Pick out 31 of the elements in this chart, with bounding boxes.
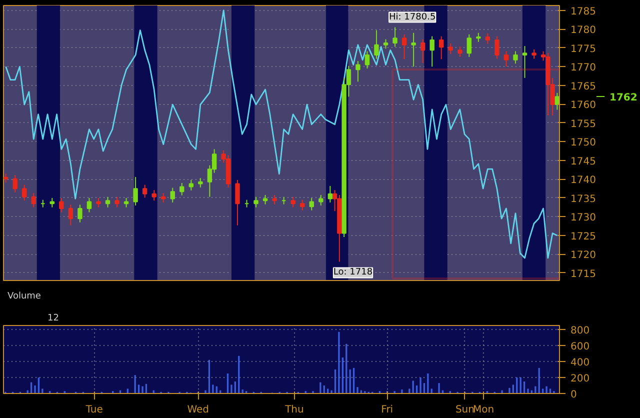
y-tick-label: 1760 — [570, 100, 596, 112]
y-tick-label: 1730 — [570, 212, 596, 224]
y-tick-label: 1780 — [570, 25, 596, 36]
x-tick-label: Thu — [284, 404, 304, 416]
y-tick-label: 1775 — [570, 44, 596, 55]
y-tick-label: 1770 — [570, 62, 596, 74]
y-tick-label: 400 — [570, 358, 590, 368]
y-tick-label: 1765 — [570, 81, 596, 92]
y-tick-label: 1720 — [570, 250, 596, 262]
y-tick-label: 1750 — [570, 138, 596, 149]
annotation: Hi: 1780.5 — [389, 12, 436, 22]
y-tick-label: 200 — [570, 374, 590, 384]
y-tick-label: 1735 — [570, 194, 596, 205]
y-tick-label: 600 — [570, 342, 590, 352]
x-tick-label: Mon — [472, 404, 494, 416]
y-tick-label: 0 — [570, 390, 577, 400]
x-tick-label: Sun — [455, 404, 474, 416]
x-tick-label: Wed — [187, 404, 210, 416]
y-tick-label: 800 — [570, 326, 590, 336]
y-tick-label: 1715 — [570, 268, 596, 280]
annotation: Lo: 1718 — [333, 268, 373, 278]
x-tick-label: Tue — [84, 404, 103, 416]
y-tick-label: 1745 — [570, 156, 596, 168]
chart-title: Volume — [8, 292, 42, 302]
chart-subtitle: 12 — [48, 314, 59, 324]
y-tick-label: 1785 — [570, 6, 596, 18]
y-tick-label: 1725 — [570, 231, 596, 242]
text: 1762 — [610, 92, 638, 104]
x-tick-label: Fri — [381, 404, 394, 416]
y-tick-label: 1740 — [570, 175, 596, 186]
y-tick-label: 1755 — [570, 118, 596, 130]
